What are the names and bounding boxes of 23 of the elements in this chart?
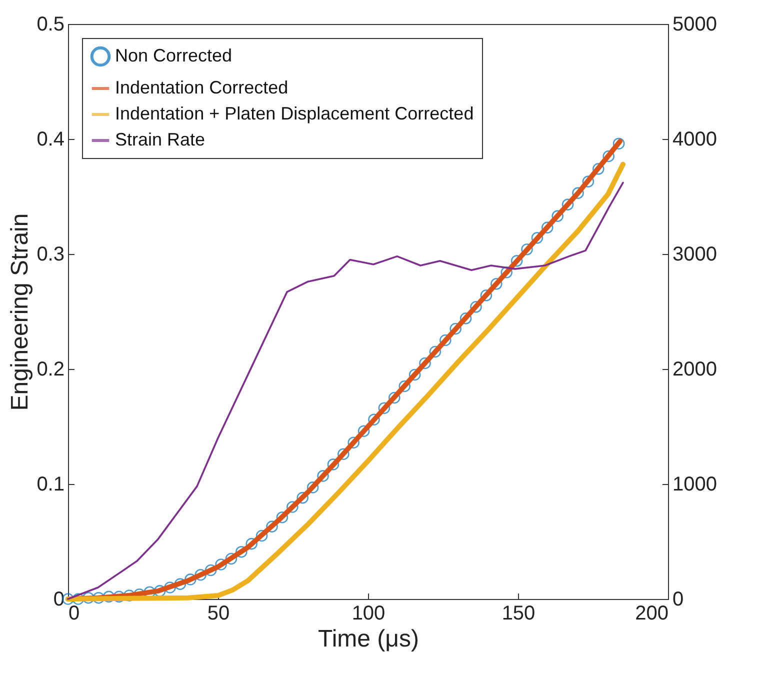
y-tick-label: 0.5 [36, 14, 64, 36]
y-tick-label: 0.3 [36, 244, 64, 266]
y2-tick-label: 3000 [672, 244, 717, 266]
x-tick-label: 200 [635, 602, 668, 624]
y-tick-label: 0 [53, 588, 64, 610]
y2-tick-label: 4000 [672, 128, 717, 150]
y2-tick-label: 5000 [672, 14, 717, 36]
x-tick-label: 0 [68, 602, 80, 624]
x-tick-label: 50 [207, 602, 230, 624]
y-tick-label: 0.1 [36, 474, 64, 496]
y2-tick-label: 1000 [672, 474, 717, 496]
y-tick-label: 0.2 [36, 358, 64, 380]
y2-tick-label: 0 [672, 588, 684, 610]
legend-label: Indentation + Platen Displacement Corrected [115, 104, 474, 124]
y-tick-label: 0.4 [36, 128, 64, 150]
legend-label: Non Corrected [115, 46, 232, 66]
legend-label: Strain Rate [115, 130, 206, 150]
y2-tick-label: 2000 [672, 358, 717, 380]
legend-label: Indentation Corrected [115, 78, 288, 98]
x-tick-label: 100 [352, 602, 386, 624]
y-axis-title: Engineering Strain [6, 213, 34, 411]
x-tick-label: 150 [502, 602, 536, 624]
x-axis-title: Time (μs) [318, 626, 419, 652]
